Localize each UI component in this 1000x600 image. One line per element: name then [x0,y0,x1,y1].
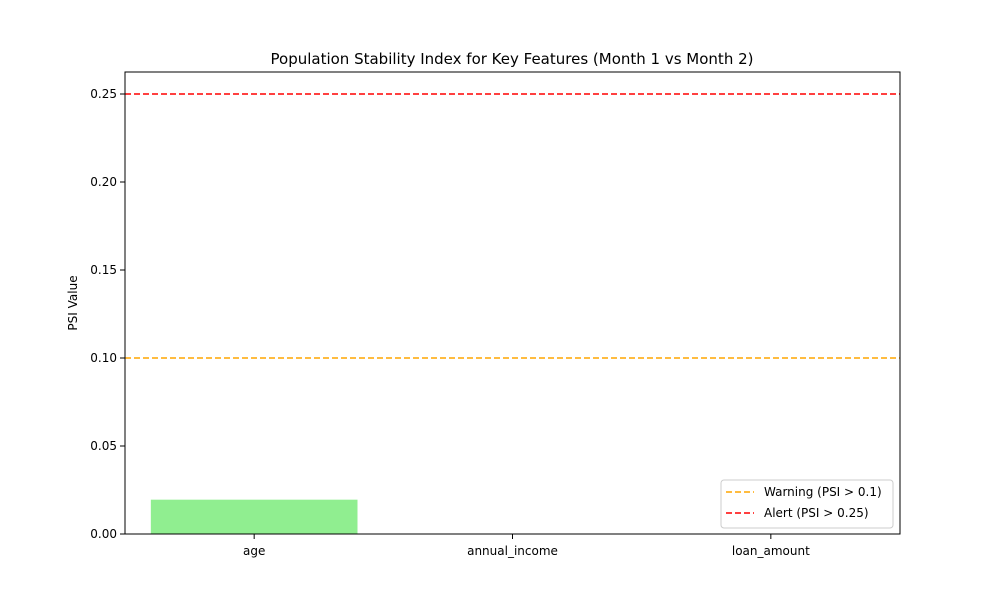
y-axis-label: PSI Value [66,275,80,330]
y-tick-label: 0.00 [90,527,117,541]
legend-label: Alert (PSI > 0.25) [764,506,869,520]
y-tick-label: 0.25 [90,87,117,101]
y-tick-label: 0.20 [90,175,117,189]
chart-title: Population Stability Index for Key Featu… [271,50,754,68]
legend-box [720,479,894,529]
plot-area [124,71,901,535]
legend: Warning (PSI > 0.1) Alert (PSI > 0.25) [720,479,894,529]
legend-label: Warning (PSI > 0.1) [764,485,882,499]
y-axis: 0.00 0.05 0.10 0.15 0.20 0.25 [90,87,125,541]
y-tick-label: 0.15 [90,263,117,277]
x-axis: age annual_income loan_amount [243,534,810,558]
bar-age [150,499,358,534]
x-tick-label: age [243,544,265,558]
x-tick-label: annual_income [467,544,558,558]
x-tick-label: loan_amount [732,544,810,558]
plot-frame [124,71,901,535]
y-tick-label: 0.10 [90,351,117,365]
y-tick-label: 0.05 [90,439,117,453]
